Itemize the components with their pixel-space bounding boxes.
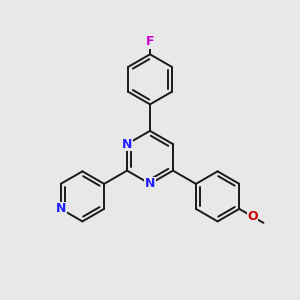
Text: O: O [247,210,258,223]
Text: N: N [145,177,155,190]
Text: N: N [122,138,132,151]
Text: F: F [146,35,154,48]
Text: N: N [56,202,66,215]
